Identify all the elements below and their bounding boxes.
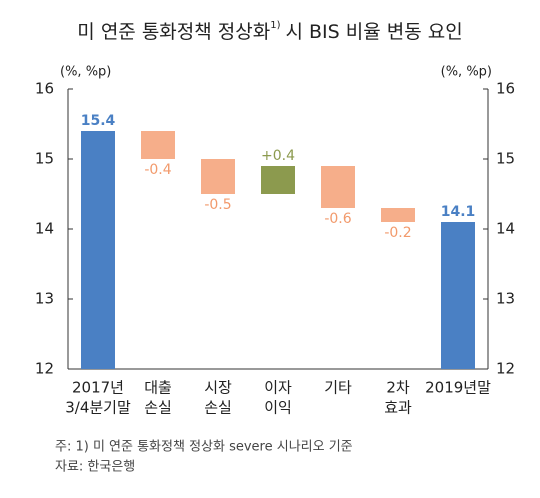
y2-tick-label: 16	[496, 80, 515, 98]
value-label: -0.2	[384, 225, 411, 241]
x-tick-label: 이익	[264, 399, 292, 417]
title-suffix: 시 BIS 비율 변동 요인	[285, 21, 462, 43]
x-tick-label: 효과	[384, 399, 412, 417]
y-tick-label: 16	[35, 80, 54, 98]
value-label: 14.1	[441, 204, 476, 220]
value-label: 15.4	[81, 113, 116, 129]
x-tick-label: 손실	[144, 399, 172, 417]
value-label: +0.4	[261, 148, 295, 164]
y-tick-label: 12	[35, 360, 54, 378]
y2-tick-label: 13	[496, 290, 515, 308]
x-tick-label: 2019년말	[425, 379, 491, 397]
value-label: -0.6	[324, 211, 351, 227]
x-tick-label: 2017년	[72, 379, 124, 397]
y2-tick-label: 15	[496, 150, 515, 168]
source: 자료: 한국은행	[55, 459, 135, 475]
title-main: 미 연준 통화정책 정상화	[77, 21, 270, 43]
y2-tick-label: 14	[496, 220, 515, 238]
chart-title: 미 연준 통화정책 정상화1) 시 BIS 비율 변동 요인	[77, 20, 462, 43]
x-tick-label: 3/4분기말	[65, 399, 131, 417]
y-tick-label: 15	[35, 150, 54, 168]
y-tick-label: 13	[35, 290, 54, 308]
value-label: -0.5	[204, 197, 231, 213]
x-tick-label: 대출	[144, 379, 172, 397]
bar	[321, 166, 355, 208]
x-tick-label: 손실	[204, 399, 232, 417]
note: 주: 1) 미 연준 통화정책 정상화 severe 시나리오 기준	[55, 440, 353, 455]
title-note: 1)	[270, 20, 280, 31]
value-label: -0.4	[144, 162, 171, 178]
bar	[441, 222, 475, 369]
x-tick-label: 2차	[386, 379, 410, 397]
bar	[381, 208, 415, 222]
x-tick-label: 기타	[324, 379, 352, 397]
y-unit: (%, %p)	[60, 65, 111, 80]
bar	[81, 131, 115, 369]
x-tick-label: 이자	[264, 379, 292, 397]
y2-tick-label: 12	[496, 360, 515, 378]
y2-unit: (%, %p)	[441, 65, 492, 80]
x-tick-label: 시장	[204, 379, 232, 397]
y-tick-label: 14	[35, 220, 54, 238]
bar	[141, 131, 175, 159]
bar	[261, 166, 295, 194]
bar	[201, 159, 235, 194]
